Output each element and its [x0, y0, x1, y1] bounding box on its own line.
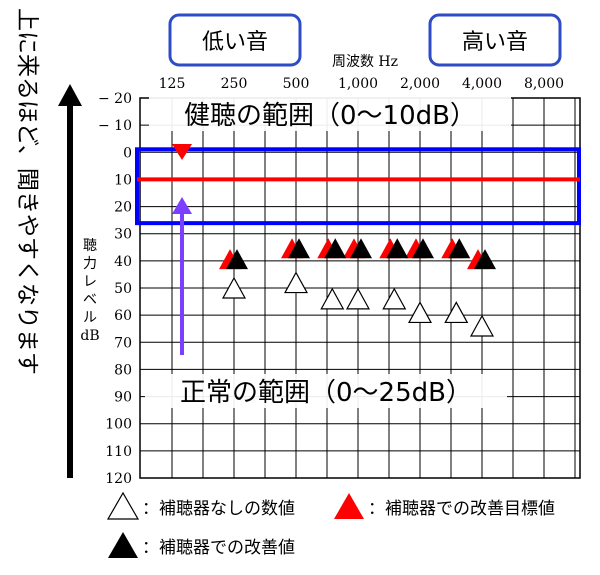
y-axis-label-char: dB [80, 328, 99, 344]
y-tick-label: 30 [114, 227, 132, 243]
legend-no-aid-text: ：補聴器なしの数値 [142, 499, 295, 519]
no-aid-marker [345, 287, 371, 310]
high-sound-label-box: 高い音 [428, 13, 562, 67]
side-text: 上に来るほど、聞きやすくなります [14, 8, 40, 375]
no-aid-marker [283, 271, 309, 294]
improved-marker [386, 238, 409, 259]
healthy-range-label-bg [149, 97, 511, 131]
x-axis-label: 周波数 Hz [332, 54, 398, 70]
normal-range-label-bg [145, 374, 507, 408]
y-axis-label-char: 聴 [83, 238, 97, 254]
x-tick-label: 125 [159, 76, 186, 92]
y-tick-label: 10 [114, 172, 132, 188]
side-note: 上に来るほど、聞きやすくなります [14, 8, 82, 478]
legend-improved-text: ：補聴器での改善値 [142, 538, 295, 558]
y-tick-label: 120 [105, 471, 132, 487]
legend-no-aid-symbol [106, 491, 140, 520]
improved-marker [324, 238, 347, 259]
legend-target-text: ：補聴器での改善目標値 [368, 499, 555, 519]
legend: ：補聴器なしの数値 ：補聴器での改善目標値 ：補聴器での改善値 [106, 491, 555, 558]
y-tick-labels: − 20 − 10 0 10 20 30 40 50 60 70 80 90 100 110 120 [98, 91, 132, 487]
x-tick-label: 500 [283, 76, 310, 92]
side-arrow-head [58, 84, 82, 106]
y-tick-label: − 10 [98, 118, 132, 134]
y-tick-label: 90 [114, 390, 132, 406]
healthy-range-label: 健聴の範囲（0〜10dB） [184, 101, 476, 131]
improved-marker [412, 238, 434, 259]
y-tick-label: 20 [114, 200, 132, 216]
y-tick-label: 70 [114, 335, 132, 351]
normal-range-label: 正常の範囲（0〜25dB） [180, 378, 472, 408]
y-tick-label: 0 [123, 145, 132, 161]
x-tick-label: 250 [221, 76, 248, 92]
y-tick-label: 100 [105, 417, 132, 433]
y-tick-label: 50 [114, 281, 132, 297]
no-aid-marker [444, 301, 469, 324]
y-tick-label: 80 [114, 362, 132, 378]
x-tick-label: 2,000 [400, 76, 440, 92]
normal-range-box [135, 147, 581, 226]
improved-marker [288, 238, 310, 259]
range-markers [135, 144, 581, 355]
high-sound-label: 高い音 [462, 30, 528, 55]
y-tick-label: 110 [105, 444, 132, 460]
improved-marker [448, 238, 471, 259]
legend-target-symbol [334, 493, 364, 519]
x-tick-label: 8,000 [524, 76, 564, 92]
improved-marker [350, 238, 372, 259]
healthy-range-arrow [172, 144, 192, 160]
no-aid-marker [382, 287, 407, 310]
no-aid-marker [221, 276, 247, 299]
range-labels: 健聴の範囲（0〜10dB） 正常の範囲（0〜25dB） [145, 97, 511, 408]
improved-marker [226, 249, 248, 270]
y-axis-label-char: 力 [83, 256, 97, 272]
no-aid-marker [407, 301, 433, 324]
y-tick-label: 60 [114, 308, 132, 324]
x-tick-labels: 125 250 500 1,000 2,000 4,000 8,000 [159, 76, 564, 92]
legend-improved-symbol [108, 532, 138, 558]
data-markers [219, 238, 496, 337]
chart-grid [139, 97, 581, 479]
y-tick-label: 40 [114, 254, 132, 270]
low-sound-label-box: 低い音 [168, 13, 302, 67]
y-axis-label-char: ル [83, 310, 97, 326]
y-axis-label-char: レ [83, 274, 97, 290]
normal-range-arrow-head [172, 197, 192, 214]
y-tick-label: − 20 [98, 91, 132, 107]
no-aid-marker [469, 314, 495, 337]
x-tick-label: 4,000 [462, 76, 502, 92]
no-aid-marker [320, 287, 345, 310]
improved-marker [474, 249, 496, 270]
low-sound-label: 低い音 [202, 30, 268, 55]
y-axis-label-char: ベ [83, 292, 97, 308]
x-tick-label: 1,000 [338, 76, 378, 92]
